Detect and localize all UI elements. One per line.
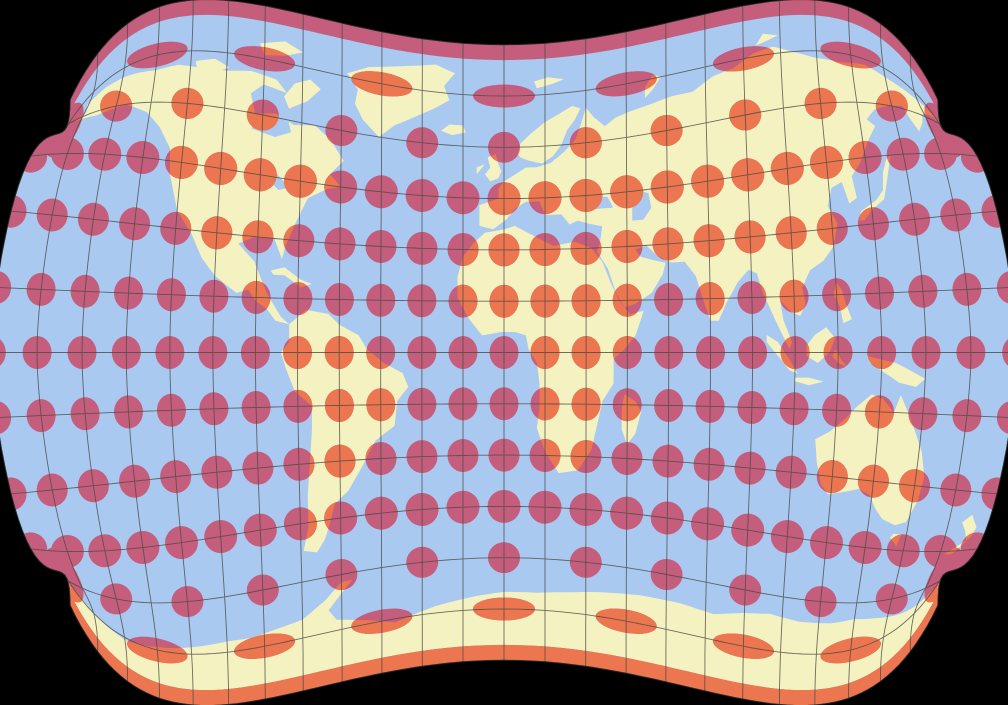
landmass-severnaya-zemlya [755, 33, 778, 46]
landmass-borneo [806, 327, 836, 363]
landmass-scandinavia [517, 105, 581, 164]
tissot-indicatrix [996, 270, 1008, 304]
parallel-line [10, 210, 998, 251]
parallel-line [50, 101, 958, 148]
parallel-line [30, 505, 978, 553]
landmass-eurasia [479, 46, 950, 350]
parallel-line [30, 152, 978, 200]
landmass-java [794, 377, 824, 386]
landmass-novaya-zemlya [644, 75, 661, 98]
tissot-indicatrix [0, 401, 12, 435]
parallel-line [50, 557, 958, 604]
parallel-line [10, 454, 998, 495]
tissot-indicatrix [0, 270, 12, 304]
parallel-line [0, 286, 1008, 302]
landmass-australia [815, 394, 925, 526]
landmass-victoria-island [195, 58, 230, 73]
landmass-svalbard [534, 77, 564, 89]
tissot-indicatrix [996, 401, 1008, 435]
parallel-line [64, 574, 944, 655]
landmass-new-zealand [944, 514, 977, 555]
landmass-iceland [441, 124, 466, 136]
parallel-line [0, 403, 1008, 419]
parallel-line [64, 50, 944, 131]
landmass-south-america [280, 309, 409, 553]
landmass-caribbean-islands [270, 267, 312, 288]
landmass-ireland [476, 164, 485, 175]
